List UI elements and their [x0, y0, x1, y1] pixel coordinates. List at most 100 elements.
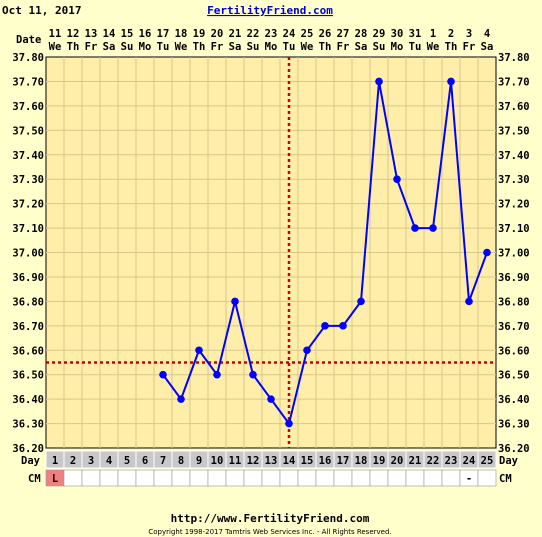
temperature-point	[393, 175, 401, 183]
cm-cell	[243, 469, 263, 487]
cm-cell	[135, 469, 155, 487]
cm-cell	[333, 469, 353, 487]
weekday-label: Fr	[85, 41, 98, 53]
date-number: 27	[337, 28, 350, 40]
weekday-label: Th	[67, 41, 80, 53]
day-number: 16	[319, 455, 332, 467]
date-number: 29	[373, 28, 386, 40]
cm-cell	[351, 469, 371, 487]
cm-cell	[117, 469, 137, 487]
weekday-label: Su	[373, 41, 386, 53]
date-number: 4	[484, 28, 490, 40]
day-number: 23	[445, 455, 458, 467]
weekday-label: Fr	[211, 41, 224, 53]
y-tick-label-right: 36.90	[498, 272, 530, 284]
temperature-point	[321, 322, 329, 330]
site-link[interactable]: FertilityFriend.com	[207, 4, 333, 17]
weekday-label: Th	[445, 41, 458, 53]
cm-cell	[189, 469, 209, 487]
day-number: 18	[355, 455, 368, 467]
y-tick-label-right: 37.40	[498, 150, 530, 162]
y-tick-label-right: 37.50	[498, 125, 530, 137]
day-number: 22	[427, 455, 440, 467]
date-number: 16	[139, 28, 152, 40]
y-tick-label-right: 36.50	[498, 370, 530, 382]
weekday-label: We	[301, 41, 314, 53]
date-number: 12	[67, 28, 80, 40]
y-tick-label-left: 37.10	[12, 223, 44, 235]
temperature-point	[411, 224, 419, 232]
weekday-label: Sa	[481, 41, 494, 53]
y-axis-left: 36.20 36.30 36.40 36.50 36.60 36.70 36.80 36.90…	[12, 52, 44, 455]
y-tick-label-left: 37.50	[12, 125, 44, 137]
day-number: 6	[142, 455, 148, 467]
date-number: 11	[49, 28, 62, 40]
weekday-label: Tu	[157, 41, 170, 53]
cm-cell	[153, 469, 173, 487]
day-number: 3	[88, 455, 94, 467]
weekday-label: Th	[193, 41, 206, 53]
day-number: 17	[337, 455, 350, 467]
day-number: 5	[124, 455, 130, 467]
date-number: 25	[301, 28, 314, 40]
y-tick-label-left: 36.70	[12, 321, 44, 333]
weekday-label: Su	[247, 41, 260, 53]
date-number: 18	[175, 28, 188, 40]
day-number: 9	[196, 455, 202, 467]
y-tick-label-left: 36.80	[12, 296, 44, 308]
cm-cell	[423, 469, 443, 487]
date-number: 17	[157, 28, 170, 40]
temperature-point	[465, 297, 473, 306]
date-number: 26	[319, 28, 332, 40]
footer-url[interactable]: http://www.FertilityFriend.com	[171, 512, 370, 525]
y-tick-label-left: 36.60	[12, 345, 44, 357]
date-number: 23	[265, 28, 278, 40]
cm-cell	[441, 469, 461, 487]
day-number: 7	[160, 455, 166, 467]
date-number: 13	[85, 28, 98, 40]
y-tick-label-left: 36.30	[12, 419, 44, 431]
weekday-label: Mo	[139, 41, 152, 53]
cm-cell	[477, 469, 497, 487]
cm-row: L-	[45, 469, 497, 487]
weekday-label: We	[175, 41, 188, 53]
weekday-label: Sa	[103, 41, 116, 53]
date-number: 24	[283, 28, 296, 40]
cm-row-label-left: CM	[28, 473, 41, 485]
y-tick-label-right: 36.20	[498, 443, 530, 455]
temperature-point	[375, 77, 383, 86]
cm-cell	[99, 469, 119, 487]
temperature-point	[339, 322, 347, 330]
date-number: 20	[211, 28, 224, 40]
chart-date: Oct 11, 2017	[2, 4, 81, 17]
y-tick-label-left: 36.50	[12, 370, 44, 382]
date-number: 3	[466, 28, 472, 40]
day-number: 8	[178, 455, 184, 467]
y-tick-label-right: 37.80	[498, 52, 530, 64]
date-number: 2	[448, 28, 454, 40]
y-tick-label-right: 37.10	[498, 223, 530, 235]
y-tick-label-right: 36.80	[498, 296, 530, 308]
y-tick-label-left: 36.40	[12, 394, 44, 406]
y-tick-label-right: 37.00	[498, 248, 530, 260]
date-number: 31	[409, 28, 422, 40]
date-row: 11We12Th13Fr14Sa15Su16Mo17Tu18We19Th20Fr…	[49, 28, 494, 53]
date-number: 1	[430, 28, 436, 40]
day-number: 2	[70, 455, 76, 467]
cm-cell	[279, 469, 299, 487]
temperature-point	[303, 346, 311, 355]
cm-cell	[171, 469, 191, 487]
date-number: 22	[247, 28, 260, 40]
day-number: 25	[481, 455, 494, 467]
cm-cell	[225, 469, 245, 487]
date-number: 28	[355, 28, 368, 40]
y-tick-label-left: 37.00	[12, 248, 44, 260]
y-tick-label-right: 36.30	[498, 419, 530, 431]
cm-value: -	[466, 473, 472, 485]
temperature-point	[231, 297, 239, 306]
weekday-label: Sa	[229, 41, 242, 53]
cm-value: L	[52, 473, 58, 485]
day-number: 14	[283, 455, 296, 467]
day-row-label-right: Day	[499, 455, 519, 467]
y-axis-right: 36.20 36.30 36.40 36.50 36.60 36.70 36.80 36.90…	[498, 52, 530, 455]
